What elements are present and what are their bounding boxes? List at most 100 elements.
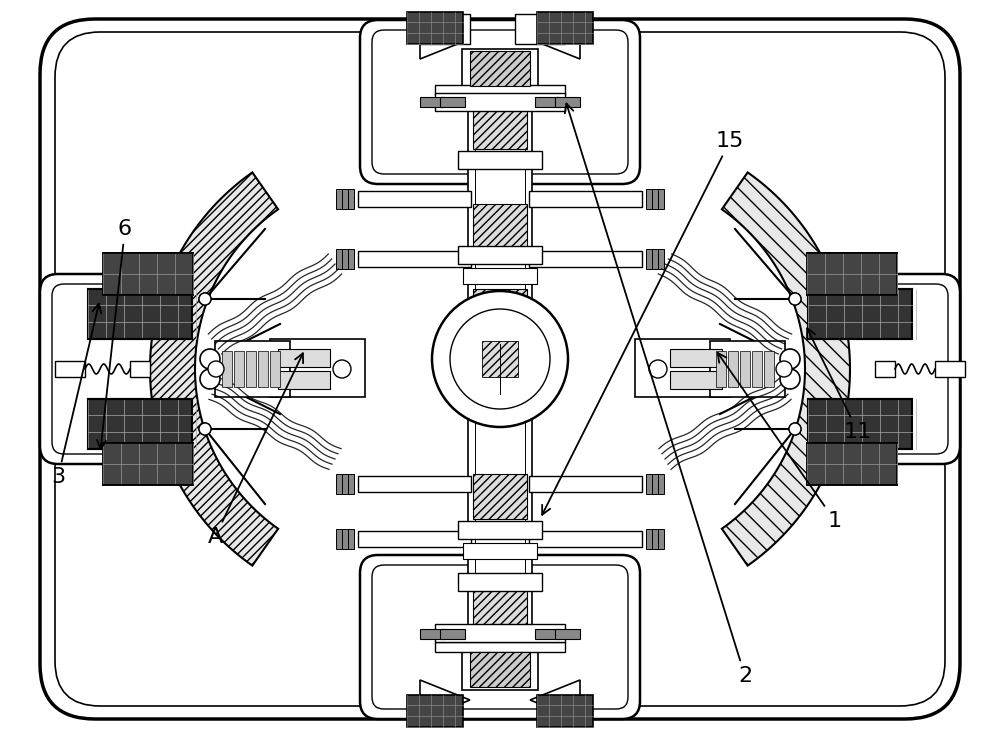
Circle shape — [199, 293, 211, 305]
Bar — [336, 249, 342, 269]
Bar — [529, 191, 642, 207]
Bar — [130, 361, 150, 377]
Bar — [482, 341, 518, 377]
Bar — [468, 79, 532, 659]
Bar — [670, 349, 722, 367]
Bar — [420, 629, 445, 639]
Polygon shape — [722, 172, 850, 565]
FancyBboxPatch shape — [52, 284, 178, 454]
Bar — [652, 249, 658, 269]
Bar — [807, 443, 897, 485]
Bar — [463, 543, 537, 559]
Bar — [88, 399, 192, 449]
FancyBboxPatch shape — [360, 20, 640, 184]
Bar — [435, 85, 565, 95]
Bar — [646, 529, 652, 549]
Bar — [537, 695, 593, 727]
Bar — [348, 249, 354, 269]
Bar — [222, 351, 232, 387]
Bar — [55, 361, 85, 377]
Bar — [358, 251, 471, 267]
Bar — [555, 97, 580, 107]
Bar — [462, 49, 538, 89]
Bar — [458, 521, 542, 539]
Circle shape — [333, 360, 351, 378]
Bar — [458, 573, 542, 591]
Bar — [435, 93, 565, 111]
Bar — [88, 289, 192, 339]
Bar — [470, 652, 530, 687]
Bar — [652, 529, 658, 549]
Bar — [537, 12, 593, 44]
Bar — [808, 399, 912, 449]
Bar — [336, 474, 342, 494]
Polygon shape — [530, 680, 580, 720]
Bar — [807, 253, 897, 295]
Bar — [646, 249, 652, 269]
Bar — [342, 529, 348, 549]
Circle shape — [200, 369, 220, 389]
Bar — [670, 371, 722, 389]
Circle shape — [789, 293, 801, 305]
FancyBboxPatch shape — [822, 284, 948, 454]
Bar — [278, 371, 330, 389]
Bar — [740, 351, 750, 387]
Bar — [463, 268, 537, 284]
Polygon shape — [420, 19, 470, 59]
Bar — [278, 349, 330, 367]
Bar — [470, 51, 530, 86]
Bar — [716, 351, 726, 387]
Bar — [529, 476, 642, 492]
Polygon shape — [530, 19, 580, 59]
Bar — [435, 642, 565, 652]
FancyBboxPatch shape — [360, 555, 640, 719]
Circle shape — [432, 291, 568, 427]
Bar — [515, 14, 565, 44]
Bar — [635, 339, 730, 397]
Bar — [473, 474, 527, 519]
Bar — [348, 474, 354, 494]
FancyBboxPatch shape — [372, 565, 628, 709]
Bar — [103, 253, 193, 295]
Bar — [555, 629, 580, 639]
Circle shape — [789, 423, 801, 435]
Bar — [658, 189, 664, 209]
Polygon shape — [420, 680, 470, 720]
Bar — [420, 97, 445, 107]
Circle shape — [199, 423, 211, 435]
Text: 15: 15 — [542, 131, 744, 515]
Bar — [407, 12, 463, 44]
Bar — [458, 151, 542, 169]
Bar — [336, 189, 342, 209]
Circle shape — [199, 293, 211, 305]
Text: 1: 1 — [718, 353, 842, 531]
Bar — [458, 246, 542, 264]
Bar — [473, 94, 527, 149]
Bar — [652, 474, 658, 494]
Bar — [658, 529, 664, 549]
Bar — [440, 97, 465, 107]
Bar — [103, 443, 193, 485]
Bar — [435, 624, 565, 642]
Bar — [535, 97, 560, 107]
Bar — [407, 695, 463, 727]
Bar — [348, 189, 354, 209]
Circle shape — [780, 369, 800, 389]
Bar — [473, 589, 527, 644]
Bar — [270, 351, 280, 387]
Bar — [342, 249, 348, 269]
Bar — [710, 341, 785, 397]
Circle shape — [208, 361, 224, 377]
Bar — [658, 249, 664, 269]
Circle shape — [649, 360, 667, 378]
Bar — [752, 351, 762, 387]
Circle shape — [199, 423, 211, 435]
Circle shape — [200, 349, 220, 369]
Bar — [658, 474, 664, 494]
Text: 11: 11 — [807, 328, 872, 442]
Bar — [420, 14, 470, 44]
Circle shape — [789, 293, 801, 305]
Bar — [935, 361, 965, 377]
Bar — [358, 476, 471, 492]
FancyBboxPatch shape — [40, 274, 190, 464]
